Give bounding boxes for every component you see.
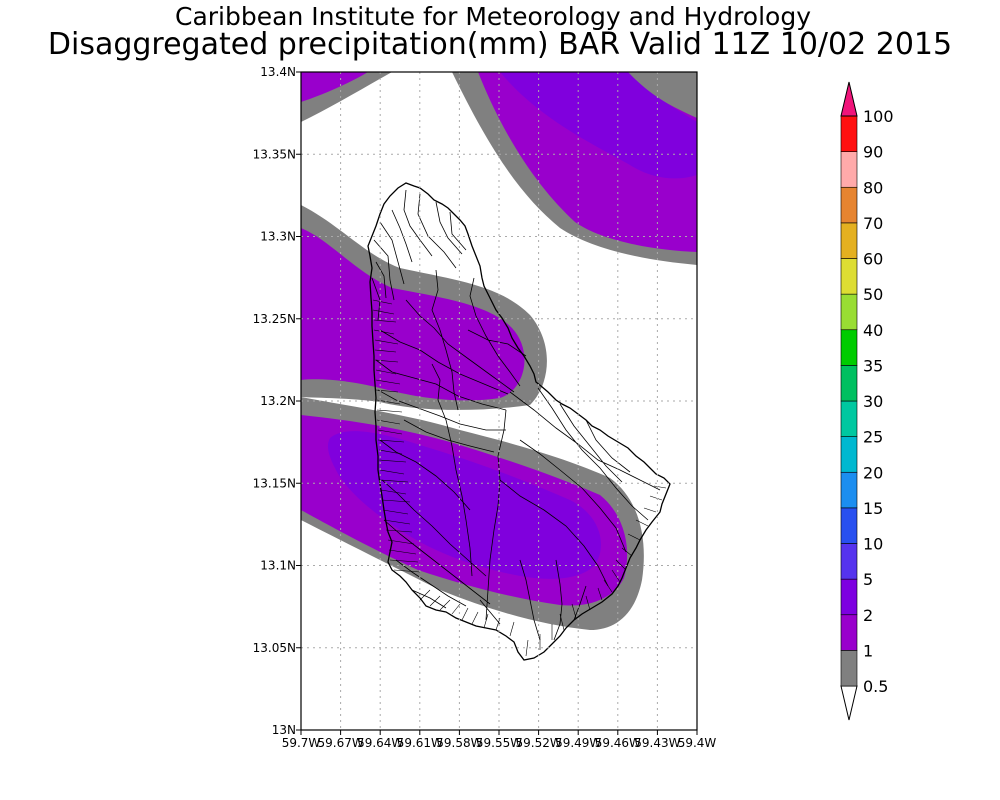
product-title: Disaggregated precipitation(mm) BAR Vali… — [47, 27, 953, 62]
colorbar-swatch — [840, 329, 858, 366]
lon-tick-label: 59.67W — [317, 736, 363, 750]
colorbar-over-arrow — [840, 81, 858, 117]
colorbar-swatch — [840, 400, 858, 437]
colorbar-swatch — [840, 258, 858, 295]
colorbar-swatch — [840, 115, 858, 152]
lon-tick-label: 59.4W — [678, 736, 717, 750]
colorbar-swatch — [840, 186, 858, 224]
precip-field-middle-inner — [301, 228, 525, 401]
colorbar-swatch — [840, 436, 858, 473]
precip-field-south-core — [327, 431, 602, 579]
colorbar-label: 80 — [863, 178, 883, 197]
lon-tick-label: 59.58W — [436, 736, 482, 750]
colorbar-swatch — [840, 471, 858, 509]
lat-tick-label: 13.1N — [260, 559, 296, 573]
colorbar-label: 60 — [863, 250, 883, 269]
coastline — [367, 182, 671, 661]
lat-tick-label: 13.05N — [253, 641, 296, 655]
river-lines — [371, 189, 661, 641]
lon-tick-label: 59.43W — [634, 736, 680, 750]
colorbar-swatch — [840, 151, 858, 188]
colorbar-label: 25 — [863, 428, 883, 447]
colorbar-label: 20 — [863, 463, 883, 482]
colorbar-swatch — [840, 614, 858, 651]
west-coast-streams — [372, 299, 667, 657]
colorbar-swatch — [840, 650, 858, 687]
colorbar-label: 50 — [863, 285, 883, 304]
colorbar-swatch — [840, 293, 858, 331]
lon-tick-label: 59.7W — [282, 736, 321, 750]
lat-tick-label: 13.4N — [260, 65, 296, 79]
lon-tick-label: 59.64W — [357, 736, 403, 750]
colorbar-label: 10 — [863, 535, 883, 554]
colorbar-label: 15 — [863, 499, 883, 518]
colorbar-swatch — [840, 543, 858, 580]
colorbar-label: 40 — [863, 321, 883, 340]
lat-tick-label: 13.3N — [260, 230, 296, 244]
colorbar-label: 70 — [863, 214, 883, 233]
lon-tick-label: 59.49W — [555, 736, 601, 750]
lat-tick-label: 13.2N — [260, 394, 296, 408]
colorbar-swatch — [840, 578, 858, 616]
colorbar-under-arrow — [840, 685, 858, 721]
map-axes: 13N 13.05N 13.1N 13.15N 13.2N 13.25N 13.3N 13.3… — [253, 65, 717, 750]
lon-tick-label: 59.55W — [476, 736, 522, 750]
colorbar-label: 100 — [863, 107, 894, 126]
colorbar-label: 0.5 — [863, 677, 888, 696]
colorbar-label: 5 — [863, 570, 873, 589]
lat-tick-label: 13N — [272, 723, 296, 737]
precip-field-topright-corner — [628, 72, 697, 118]
colorbar-label: 35 — [863, 356, 883, 375]
map-grid — [301, 72, 697, 730]
lat-tick-label: 13.35N — [253, 147, 296, 161]
precip-field-topleft-inner — [301, 72, 368, 102]
barbados-outline — [367, 182, 671, 661]
institute-title: Caribbean Institute for Meteorology and … — [175, 2, 811, 31]
colorbar-label: 1 — [863, 641, 873, 660]
precip-field-topright-core — [500, 72, 697, 179]
colorbar-swatch — [840, 222, 858, 259]
lon-tick-label: 59.61W — [397, 736, 443, 750]
colorbar-label: 2 — [863, 606, 873, 625]
colorbar-swatch — [840, 365, 858, 402]
colorbar-label: 90 — [863, 143, 883, 162]
colorbar-label: 30 — [863, 392, 883, 411]
lat-tick-label: 13.15N — [253, 476, 296, 490]
lon-tick-label: 59.46W — [595, 736, 641, 750]
lat-tick-label: 13.25N — [253, 312, 296, 326]
colorbar-swatch — [840, 507, 858, 544]
lon-tick-label: 59.52W — [515, 736, 561, 750]
